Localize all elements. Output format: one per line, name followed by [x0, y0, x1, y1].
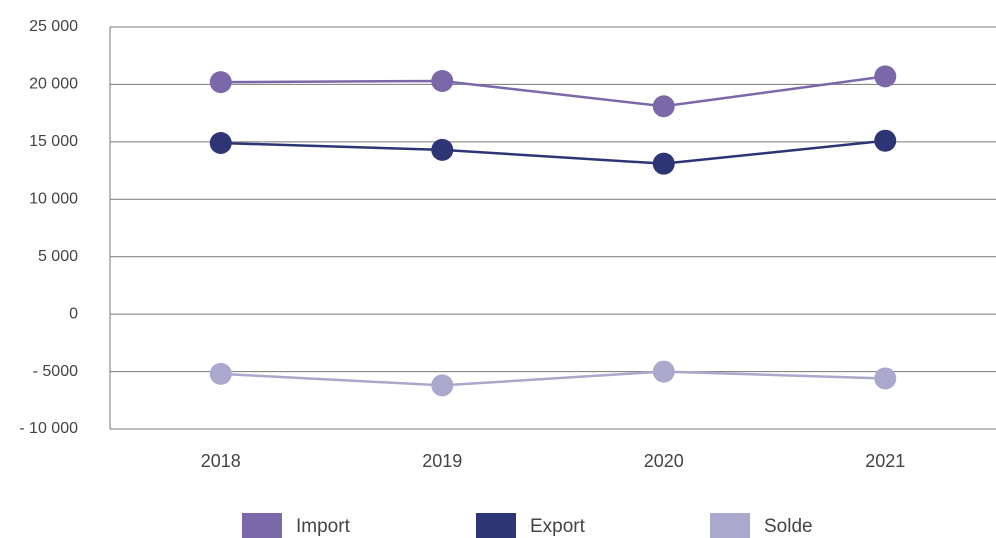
y-tick-label: 10 000 [29, 191, 78, 208]
y-tick-label: - 10 000 [19, 420, 78, 437]
legend-swatch [242, 513, 282, 538]
legend-swatch [476, 513, 516, 538]
data-point [652, 152, 675, 175]
data-point [431, 138, 454, 161]
series-line [220, 139, 886, 165]
data-point [874, 367, 897, 390]
y-tick-label: 25 000 [29, 18, 78, 35]
data-point [431, 374, 454, 397]
data-point [431, 69, 454, 92]
x-tick-label: 2021 [865, 451, 905, 471]
y-tick-label: 0 [69, 305, 78, 322]
data-point [652, 95, 675, 118]
x-tick-label: 2020 [644, 451, 684, 471]
data-point [874, 129, 897, 152]
series-line [220, 75, 886, 108]
data-point [652, 360, 675, 383]
legend-label: Solde [764, 516, 813, 537]
legend-swatch [710, 513, 750, 538]
y-tick-label: 15 000 [29, 133, 78, 150]
series-line [220, 370, 886, 387]
data-point [874, 65, 897, 88]
data-point [209, 362, 232, 385]
legend-label: Import [296, 516, 351, 537]
y-tick-label: 5 000 [38, 248, 78, 265]
x-tick-label: 2018 [201, 451, 241, 471]
data-point [209, 132, 232, 155]
y-tick-label: 20 000 [29, 76, 78, 93]
x-tick-label: 2019 [422, 451, 462, 471]
legend-label: Export [530, 516, 586, 537]
y-tick-label: - 5000 [33, 363, 78, 380]
data-point [209, 71, 232, 94]
